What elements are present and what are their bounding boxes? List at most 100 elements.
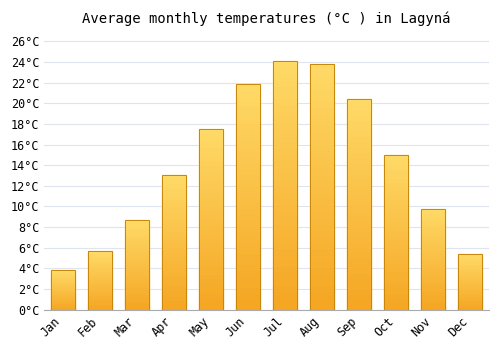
Bar [310,218,334,224]
Bar [88,301,112,302]
Bar [347,136,372,141]
Bar [458,289,482,290]
Bar [458,264,482,265]
Bar [422,300,446,302]
Bar [384,205,408,209]
Bar [422,254,446,257]
Bar [88,258,112,260]
Bar [347,278,372,284]
Bar [273,129,297,135]
Bar [162,219,186,223]
Bar [51,285,75,286]
Bar [384,302,408,306]
Bar [199,142,223,147]
Bar [310,64,334,310]
Bar [162,276,186,280]
Bar [458,299,482,300]
Bar [347,284,372,289]
Bar [88,304,112,305]
Bar [199,197,223,201]
Bar [347,236,372,241]
Bar [51,302,75,303]
Bar [422,259,446,262]
Bar [236,242,260,247]
Bar [199,192,223,197]
Bar [162,293,186,296]
Bar [199,296,223,301]
Bar [51,278,75,279]
Bar [162,246,186,249]
Bar [310,168,334,175]
Bar [384,209,408,213]
Bar [88,296,112,298]
Bar [458,266,482,268]
Bar [51,294,75,295]
Bar [88,270,112,272]
Bar [310,113,334,119]
Bar [384,159,408,163]
Bar [310,211,334,218]
Bar [273,235,297,241]
Bar [384,275,408,279]
Bar [273,185,297,191]
Bar [236,287,260,293]
Bar [458,256,482,257]
Bar [422,292,446,295]
Bar [88,307,112,308]
Bar [384,229,408,232]
Bar [51,304,75,305]
Bar [384,236,408,240]
Bar [125,258,149,260]
Bar [236,84,260,89]
Title: Average monthly temperatures (°C ) in Lagyná: Average monthly temperatures (°C ) in La… [82,11,451,26]
Bar [347,183,372,189]
Bar [310,205,334,211]
Bar [273,104,297,111]
Bar [458,301,482,303]
Bar [384,190,408,194]
Bar [384,263,408,267]
Bar [125,285,149,287]
Bar [125,245,149,247]
Bar [422,264,446,267]
Bar [88,280,112,282]
Bar [51,293,75,294]
Bar [199,269,223,274]
Bar [236,293,260,299]
Bar [125,289,149,292]
Bar [310,199,334,205]
Bar [347,220,372,225]
Bar [88,257,112,258]
Bar [162,202,186,206]
Bar [422,252,446,254]
Bar [384,178,408,182]
Bar [125,229,149,231]
Bar [88,295,112,296]
Bar [88,305,112,307]
Bar [88,274,112,276]
Bar [199,265,223,269]
Bar [384,217,408,220]
Bar [162,283,186,286]
Bar [199,237,223,242]
Bar [125,294,149,296]
Bar [384,298,408,302]
Bar [236,214,260,219]
Bar [199,278,223,282]
Bar [88,251,112,252]
Bar [199,134,223,138]
Bar [347,262,372,268]
Bar [422,279,446,282]
Bar [51,282,75,283]
Bar [273,111,297,117]
Bar [422,267,446,269]
Bar [422,236,446,239]
Bar [236,134,260,140]
Bar [125,299,149,301]
Bar [458,254,482,310]
Bar [273,247,297,254]
Bar [273,74,297,79]
Bar [236,168,260,174]
Bar [458,287,482,289]
Bar [273,135,297,142]
